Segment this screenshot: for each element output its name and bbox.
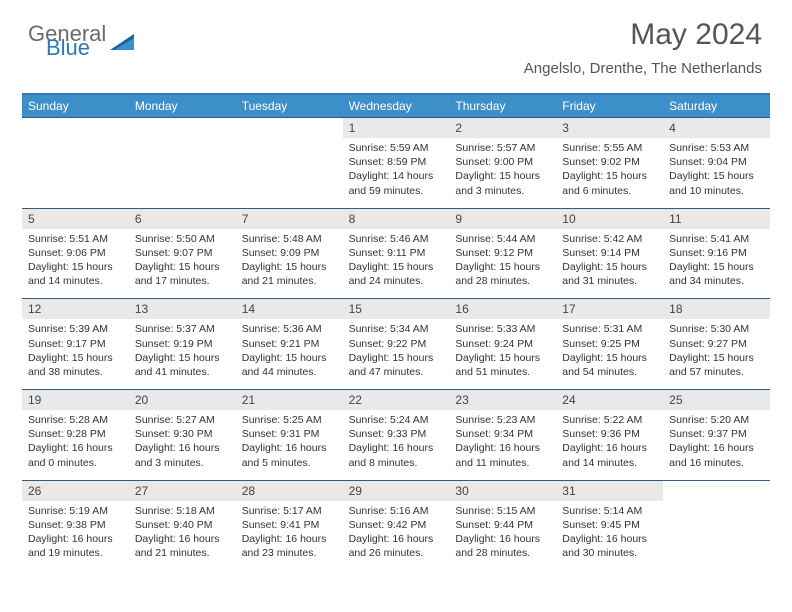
calendar: SundayMondayTuesdayWednesdayThursdayFrid…: [22, 93, 770, 570]
day-number: 9: [449, 209, 556, 229]
day-details: [22, 138, 129, 208]
day-details: Sunrise: 5:15 AMSunset: 9:44 PMDaylight:…: [449, 501, 556, 571]
day-details: Sunrise: 5:59 AMSunset: 8:59 PMDaylight:…: [343, 138, 450, 208]
day-details: Sunrise: 5:25 AMSunset: 9:31 PMDaylight:…: [236, 410, 343, 480]
day-details: Sunrise: 5:42 AMSunset: 9:14 PMDaylight:…: [556, 229, 663, 299]
day-details: [236, 138, 343, 208]
day-details: Sunrise: 5:28 AMSunset: 9:28 PMDaylight:…: [22, 410, 129, 480]
day-number: 27: [129, 481, 236, 501]
day-details: Sunrise: 5:55 AMSunset: 9:02 PMDaylight:…: [556, 138, 663, 208]
day-details: Sunrise: 5:50 AMSunset: 9:07 PMDaylight:…: [129, 229, 236, 299]
dow-header-row: SundayMondayTuesdayWednesdayThursdayFrid…: [22, 95, 770, 117]
day-number: 22: [343, 390, 450, 410]
day-details: Sunrise: 5:30 AMSunset: 9:27 PMDaylight:…: [663, 319, 770, 389]
day-details: Sunrise: 5:19 AMSunset: 9:38 PMDaylight:…: [22, 501, 129, 571]
day-details: Sunrise: 5:16 AMSunset: 9:42 PMDaylight:…: [343, 501, 450, 571]
day-number: [663, 481, 770, 501]
content-row: Sunrise: 5:28 AMSunset: 9:28 PMDaylight:…: [22, 410, 770, 480]
day-details: Sunrise: 5:31 AMSunset: 9:25 PMDaylight:…: [556, 319, 663, 389]
page-title: May 2024: [524, 18, 762, 52]
content-row: Sunrise: 5:39 AMSunset: 9:17 PMDaylight:…: [22, 319, 770, 389]
logo-text: General Blue: [28, 24, 106, 58]
day-number: 23: [449, 390, 556, 410]
dow-header: Tuesday: [236, 95, 343, 117]
day-details: Sunrise: 5:14 AMSunset: 9:45 PMDaylight:…: [556, 501, 663, 571]
day-number: 24: [556, 390, 663, 410]
day-details: Sunrise: 5:39 AMSunset: 9:17 PMDaylight:…: [22, 319, 129, 389]
day-details: Sunrise: 5:37 AMSunset: 9:19 PMDaylight:…: [129, 319, 236, 389]
day-number: 1: [343, 118, 450, 138]
day-number: 2: [449, 118, 556, 138]
day-details: Sunrise: 5:57 AMSunset: 9:00 PMDaylight:…: [449, 138, 556, 208]
day-number: 4: [663, 118, 770, 138]
day-details: Sunrise: 5:18 AMSunset: 9:40 PMDaylight:…: [129, 501, 236, 571]
header-right: May 2024 Angelslo, Drenthe, The Netherla…: [524, 18, 762, 77]
day-number: 18: [663, 299, 770, 319]
location-text: Angelslo, Drenthe, The Netherlands: [524, 60, 762, 77]
day-number: 29: [343, 481, 450, 501]
daynum-row: 12131415161718: [22, 299, 770, 319]
day-details: Sunrise: 5:23 AMSunset: 9:34 PMDaylight:…: [449, 410, 556, 480]
day-number: 13: [129, 299, 236, 319]
dow-header: Thursday: [449, 95, 556, 117]
day-number: 15: [343, 299, 450, 319]
day-number: [22, 118, 129, 138]
dow-header: Saturday: [663, 95, 770, 117]
day-number: 12: [22, 299, 129, 319]
day-number: [236, 118, 343, 138]
day-details: Sunrise: 5:41 AMSunset: 9:16 PMDaylight:…: [663, 229, 770, 299]
dow-header: Sunday: [22, 95, 129, 117]
daynum-row: 1234: [22, 118, 770, 138]
day-details: [663, 501, 770, 571]
day-details: Sunrise: 5:17 AMSunset: 9:41 PMDaylight:…: [236, 501, 343, 571]
day-details: Sunrise: 5:51 AMSunset: 9:06 PMDaylight:…: [22, 229, 129, 299]
day-number: 5: [22, 209, 129, 229]
day-number: 25: [663, 390, 770, 410]
dow-header: Friday: [556, 95, 663, 117]
dow-header: Wednesday: [343, 95, 450, 117]
day-number: 14: [236, 299, 343, 319]
daynum-row: 567891011: [22, 209, 770, 229]
day-number: 17: [556, 299, 663, 319]
day-details: Sunrise: 5:48 AMSunset: 9:09 PMDaylight:…: [236, 229, 343, 299]
day-number: 8: [343, 209, 450, 229]
day-details: Sunrise: 5:44 AMSunset: 9:12 PMDaylight:…: [449, 229, 556, 299]
day-number: [129, 118, 236, 138]
day-details: Sunrise: 5:53 AMSunset: 9:04 PMDaylight:…: [663, 138, 770, 208]
header: General Blue May 2024 Angelslo, Drenthe,…: [0, 0, 792, 85]
day-details: Sunrise: 5:22 AMSunset: 9:36 PMDaylight:…: [556, 410, 663, 480]
day-number: 30: [449, 481, 556, 501]
logo-triangle-icon: [110, 32, 134, 50]
day-details: Sunrise: 5:24 AMSunset: 9:33 PMDaylight:…: [343, 410, 450, 480]
logo: General Blue: [28, 18, 134, 58]
daynum-row: 19202122232425: [22, 390, 770, 410]
day-number: 31: [556, 481, 663, 501]
day-number: 10: [556, 209, 663, 229]
day-number: 26: [22, 481, 129, 501]
day-details: [129, 138, 236, 208]
day-number: 20: [129, 390, 236, 410]
dow-header: Monday: [129, 95, 236, 117]
day-details: Sunrise: 5:27 AMSunset: 9:30 PMDaylight:…: [129, 410, 236, 480]
content-row: Sunrise: 5:51 AMSunset: 9:06 PMDaylight:…: [22, 229, 770, 299]
daynum-row: 262728293031: [22, 481, 770, 501]
day-details: Sunrise: 5:33 AMSunset: 9:24 PMDaylight:…: [449, 319, 556, 389]
day-details: Sunrise: 5:34 AMSunset: 9:22 PMDaylight:…: [343, 319, 450, 389]
day-number: 3: [556, 118, 663, 138]
day-number: 7: [236, 209, 343, 229]
day-number: 16: [449, 299, 556, 319]
content-row: Sunrise: 5:59 AMSunset: 8:59 PMDaylight:…: [22, 138, 770, 208]
day-number: 28: [236, 481, 343, 501]
day-details: Sunrise: 5:20 AMSunset: 9:37 PMDaylight:…: [663, 410, 770, 480]
day-number: 19: [22, 390, 129, 410]
day-number: 21: [236, 390, 343, 410]
day-details: Sunrise: 5:36 AMSunset: 9:21 PMDaylight:…: [236, 319, 343, 389]
day-details: Sunrise: 5:46 AMSunset: 9:11 PMDaylight:…: [343, 229, 450, 299]
logo-word-blue: Blue: [46, 38, 106, 58]
content-row: Sunrise: 5:19 AMSunset: 9:38 PMDaylight:…: [22, 501, 770, 571]
day-number: 6: [129, 209, 236, 229]
day-number: 11: [663, 209, 770, 229]
